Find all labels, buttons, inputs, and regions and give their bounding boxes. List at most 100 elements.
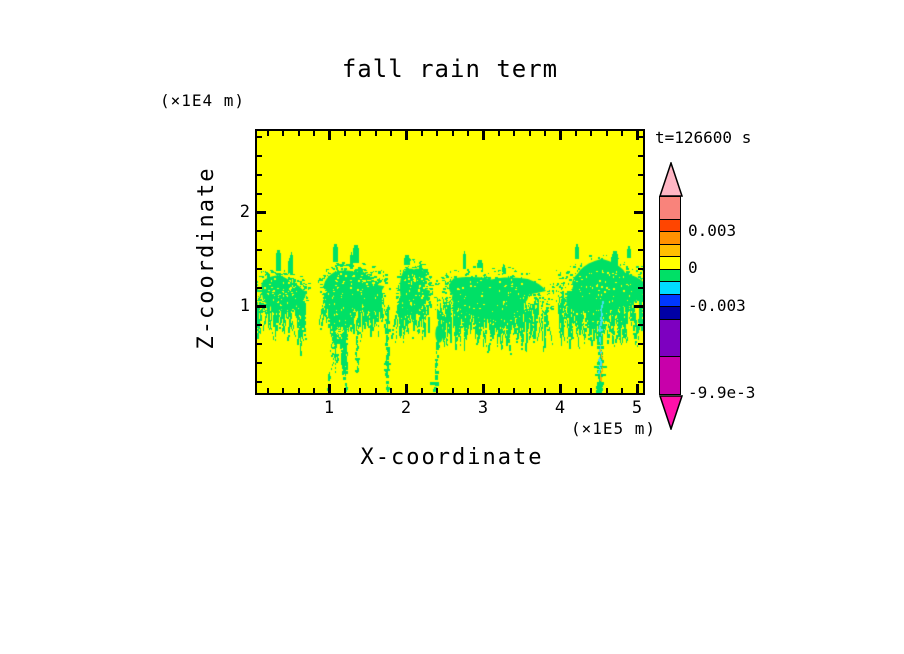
x-minor-tick — [298, 388, 300, 393]
x-minor-tick — [421, 131, 423, 136]
x-tick-label: 3 — [477, 398, 489, 418]
x-minor-tick — [606, 131, 608, 136]
colorbar-segment — [659, 318, 681, 357]
z-minor-tick — [638, 362, 643, 364]
z-minor-tick — [257, 287, 262, 289]
z-axis-title: Z-coordinate — [194, 166, 219, 350]
x-minor-tick — [621, 131, 623, 136]
x-minor-tick — [359, 131, 361, 136]
y-axis-unit-label: (×1E4 m) — [160, 91, 246, 110]
z-minor-tick — [257, 324, 262, 326]
x-major-tick — [482, 384, 485, 393]
z-tick-label: 2 — [239, 202, 250, 222]
x-minor-tick — [498, 388, 500, 393]
x-major-tick — [636, 131, 639, 140]
z-minor-tick — [638, 324, 643, 326]
z-major-tick — [257, 305, 266, 308]
z-minor-tick — [638, 174, 643, 176]
colorbar-segment — [659, 356, 681, 395]
x-tick-label: 1 — [323, 398, 335, 418]
x-minor-tick — [313, 388, 315, 393]
x-minor-tick — [436, 388, 438, 393]
z-minor-tick — [257, 230, 262, 232]
x-minor-tick — [344, 388, 346, 393]
colorbar — [659, 196, 681, 395]
colorbar-segment — [659, 243, 681, 257]
colorbar-bottom-arrow-icon — [658, 395, 684, 430]
plot-frame — [255, 129, 645, 395]
colorbar-segment — [659, 268, 681, 282]
colorbar-tick-label: -0.003 — [688, 296, 746, 315]
x-major-tick — [636, 384, 639, 393]
x-minor-tick — [344, 131, 346, 136]
x-axis-unit-label: (×1E5 m) — [570, 419, 656, 438]
z-minor-tick — [638, 381, 643, 383]
z-minor-tick — [257, 343, 262, 345]
x-major-tick — [405, 131, 408, 140]
x-minor-tick — [621, 388, 623, 393]
z-minor-tick — [257, 362, 262, 364]
colorbar-segment — [659, 196, 681, 220]
x-minor-tick — [452, 388, 454, 393]
field-canvas — [257, 131, 643, 393]
colorbar-segment — [659, 231, 681, 245]
plot-title: fall rain term — [341, 55, 559, 83]
x-minor-tick — [452, 131, 454, 136]
z-minor-tick — [257, 136, 262, 138]
z-minor-tick — [257, 268, 262, 270]
z-minor-tick — [638, 230, 643, 232]
x-minor-tick — [436, 131, 438, 136]
x-major-tick — [482, 131, 485, 140]
x-tick-label: 4 — [554, 398, 566, 418]
colorbar-segment — [659, 306, 681, 320]
x-major-tick — [405, 384, 408, 393]
x-major-tick — [559, 384, 562, 393]
x-minor-tick — [529, 131, 531, 136]
z-minor-tick — [638, 249, 643, 251]
colorbar-tick-label: -9.9e-3 — [688, 383, 756, 402]
x-minor-tick — [544, 131, 546, 136]
x-minor-tick — [267, 131, 269, 136]
colorbar-tick-label: 0 — [688, 258, 698, 277]
z-major-tick — [257, 211, 266, 214]
z-minor-tick — [638, 193, 643, 195]
x-tick-label: 2 — [400, 398, 412, 418]
x-minor-tick — [544, 388, 546, 393]
x-minor-tick — [575, 131, 577, 136]
x-minor-tick — [390, 131, 392, 136]
x-minor-tick — [390, 388, 392, 393]
z-major-tick — [634, 211, 643, 214]
x-minor-tick — [375, 388, 377, 393]
x-minor-tick — [313, 131, 315, 136]
x-major-tick — [328, 131, 331, 140]
colorbar-top-arrow-icon — [658, 162, 684, 197]
z-minor-tick — [638, 343, 643, 345]
x-major-tick — [328, 384, 331, 393]
x-tick-label: 5 — [631, 398, 643, 418]
colorbar-segment — [659, 218, 681, 232]
x-minor-tick — [467, 131, 469, 136]
x-minor-tick — [267, 388, 269, 393]
z-minor-tick — [638, 136, 643, 138]
x-minor-tick — [575, 388, 577, 393]
x-minor-tick — [467, 388, 469, 393]
x-minor-tick — [529, 388, 531, 393]
x-axis-title: X-coordinate — [360, 445, 544, 470]
x-minor-tick — [298, 131, 300, 136]
z-minor-tick — [257, 249, 262, 251]
colorbar-segment — [659, 281, 681, 295]
z-minor-tick — [257, 174, 262, 176]
colorbar-segment — [659, 256, 681, 270]
x-minor-tick — [375, 131, 377, 136]
z-minor-tick — [638, 155, 643, 157]
colorbar-tick-label: 0.003 — [688, 221, 737, 240]
z-minor-tick — [257, 193, 262, 195]
z-tick-label: 1 — [239, 296, 250, 316]
x-minor-tick — [606, 388, 608, 393]
x-minor-tick — [421, 388, 423, 393]
colorbar-segment — [659, 293, 681, 307]
z-minor-tick — [638, 287, 643, 289]
time-label: t=126600 s — [655, 128, 752, 147]
x-minor-tick — [282, 131, 284, 136]
